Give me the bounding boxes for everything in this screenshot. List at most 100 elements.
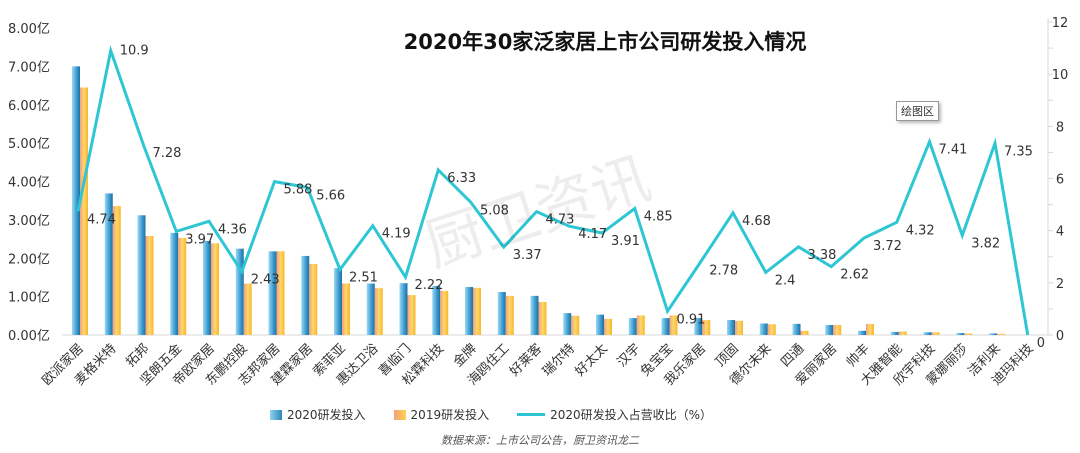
ratio-data-label: 4.68: [742, 214, 771, 229]
category-label: 瑞尔特: [540, 341, 578, 379]
bar-2020: [104, 193, 113, 335]
bar-2020: [235, 248, 244, 335]
ratio-data-label: 7.28: [153, 146, 182, 161]
legend-swatch-2020: [270, 409, 282, 420]
ratio-data-label: 4.32: [906, 223, 935, 238]
right-tick-label: 2: [1056, 277, 1064, 292]
bar-2019: [440, 290, 449, 335]
bar-2020: [334, 268, 342, 335]
left-tick-label: 6.00亿: [8, 99, 50, 114]
bar-2019: [931, 332, 940, 335]
bar-2019: [997, 333, 1005, 335]
right-tick-label: 0: [1056, 329, 1064, 344]
ratio-data-label: 2.62: [840, 268, 869, 283]
bar-2020: [268, 251, 277, 335]
ratio-data-label: 3.72: [873, 239, 902, 254]
legend-swatch-2019: [393, 409, 406, 420]
bar-2020: [727, 320, 735, 335]
right-tick-label: 4: [1056, 225, 1064, 240]
left-tick-label: 3.00亿: [8, 214, 50, 229]
ratio-data-label: 2.43: [251, 273, 280, 288]
plot-area-tooltip: 绘图区: [896, 101, 939, 121]
left-tick-label: 5.00亿: [8, 137, 50, 152]
ratio-data-label: 0.91: [677, 312, 706, 327]
category-label: 四通: [778, 341, 807, 370]
bar-2019: [211, 243, 219, 335]
ratio-data-label: 4.74: [87, 212, 116, 227]
bar-2019: [571, 315, 580, 335]
category-label: 汉宇: [615, 341, 644, 370]
bar-2020: [890, 331, 899, 335]
legend-item-ratio[interactable]: 2020研发投入占营收比（%）: [517, 406, 712, 423]
ratio-data-label: 4.17: [578, 227, 607, 242]
ratio-data-label: 2.51: [349, 271, 378, 286]
bar-2020: [432, 285, 441, 335]
bar-2019: [112, 206, 121, 335]
legend-swatch-ratio: [517, 413, 546, 416]
legend-label: 2019研发投入: [410, 408, 490, 422]
bar-2019: [767, 324, 776, 335]
legend-item-2020[interactable]: 2020研发投入: [270, 406, 366, 423]
bar-2019: [604, 318, 612, 335]
right-tick-label: 6: [1056, 173, 1064, 188]
bar-2020: [858, 330, 866, 335]
bar-2019: [505, 295, 514, 335]
ratio-data-label: 5.88: [284, 183, 313, 198]
ratio-data-label: 7.41: [939, 143, 968, 158]
right-tick-label: 12: [1052, 16, 1069, 31]
ratio-data-label: 5.08: [480, 203, 509, 218]
bar-2020: [170, 232, 179, 335]
bar-2020: [465, 287, 473, 335]
bar-2020: [137, 215, 146, 335]
bar-2019: [735, 320, 743, 335]
legend-label: 2020研发投入占营收比（%）: [550, 408, 713, 422]
bar-2020: [530, 295, 539, 335]
bar-2020: [366, 283, 375, 335]
bar-2020: [759, 323, 768, 335]
ratio-data-label: 3.97: [185, 232, 214, 247]
legend-label: 2020研发投入: [287, 408, 366, 422]
bar-2020: [497, 292, 506, 335]
bar-2020: [661, 318, 670, 335]
bar-2019: [473, 287, 481, 335]
data-source: 数据来源：上市公司公告，厨卫资讯龙二: [441, 434, 639, 447]
bar-2019: [636, 315, 645, 335]
bar-2019: [243, 283, 252, 335]
bar-2020: [203, 240, 211, 335]
bar-2020: [596, 314, 604, 335]
bar-2019: [80, 87, 88, 335]
category-label: 好莱客: [506, 341, 545, 380]
ratio-data-label: 3.82: [971, 236, 1000, 251]
bar-2019: [276, 251, 285, 335]
right-tick-label: 8: [1056, 120, 1064, 135]
bar-2019: [898, 331, 907, 335]
bar-2020: [792, 323, 801, 335]
ratio-data-label: 3.38: [808, 248, 837, 263]
category-label: 好太太: [573, 341, 611, 379]
bar-2020: [72, 66, 80, 335]
ratio-data-label: 5.66: [316, 188, 345, 203]
right-tick-label: 10: [1052, 68, 1069, 83]
bar-2020: [923, 332, 932, 335]
left-tick-label: 4.00亿: [8, 176, 50, 191]
left-tick-label: 2.00亿: [8, 252, 50, 267]
ratio-data-label: 3.37: [513, 248, 542, 263]
bar-2019: [964, 333, 973, 335]
ratio-data-label: 2.22: [415, 278, 444, 293]
left-tick-label: 8.00亿: [8, 22, 50, 37]
bar-2020: [563, 313, 572, 335]
legend-item-2019[interactable]: 2019研发投入: [393, 406, 490, 423]
category-label: 顶固: [713, 341, 742, 370]
ratio-data-label: 4.19: [382, 227, 411, 242]
left-tick-label: 0.00亿: [8, 329, 50, 344]
left-tick-label: 7.00亿: [8, 60, 50, 75]
bar-2019: [178, 237, 187, 335]
bar-2019: [538, 301, 547, 335]
bar-2019: [374, 288, 383, 335]
legend: 2020研发投入 2019研发投入 2020研发投入占营收比（%）: [270, 406, 712, 423]
ratio-data-label: 10.9: [120, 44, 149, 59]
bar-2020: [989, 333, 997, 335]
ratio-data-label: 4.36: [218, 222, 247, 237]
bar-2020: [956, 333, 965, 335]
chart-title: 2020年30家泛家居上市公司研发投入情况: [403, 30, 807, 54]
